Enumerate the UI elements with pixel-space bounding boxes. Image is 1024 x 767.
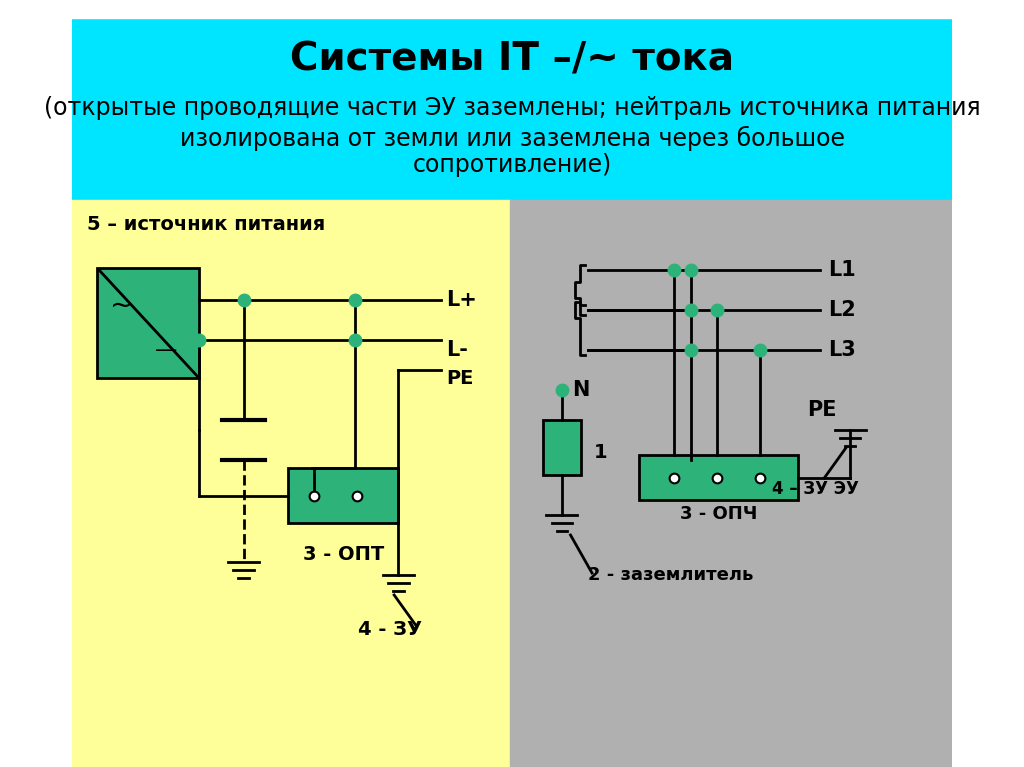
FancyBboxPatch shape (639, 455, 799, 500)
Text: (открытые проводящие части ЭУ заземлены; нейтраль источника питания: (открытые проводящие части ЭУ заземлены;… (44, 96, 980, 120)
Text: PE: PE (445, 368, 473, 387)
Text: L1: L1 (828, 260, 856, 280)
FancyBboxPatch shape (543, 420, 581, 475)
Text: L2: L2 (828, 300, 856, 320)
Text: L+: L+ (445, 290, 476, 310)
Text: сопротивление): сопротивление) (413, 153, 611, 177)
Bar (510, 200, 952, 767)
Text: L3: L3 (828, 340, 856, 360)
Bar (72, 0, 952, 18)
Text: 2 - заземлитель: 2 - заземлитель (588, 566, 753, 584)
Text: —: — (155, 340, 177, 360)
Text: 4 – ЗУ ЭУ: 4 – ЗУ ЭУ (772, 480, 859, 498)
Text: L-: L- (445, 340, 468, 360)
Text: 1: 1 (594, 443, 607, 462)
Text: N: N (572, 380, 590, 400)
Text: ~: ~ (110, 292, 133, 320)
Text: 4 - ЗУ: 4 - ЗУ (357, 620, 422, 639)
FancyBboxPatch shape (289, 468, 398, 523)
Bar (72, 0, 952, 200)
Text: PE: PE (807, 400, 837, 420)
FancyBboxPatch shape (97, 268, 199, 378)
Text: 3 - ОПТ: 3 - ОПТ (303, 545, 384, 564)
Text: Системы IT –/~ тока: Системы IT –/~ тока (290, 41, 734, 79)
Text: 3 - ОПЧ: 3 - ОПЧ (680, 505, 758, 523)
Bar (72, 200, 510, 767)
Text: 5 – источник питания: 5 – источник питания (87, 215, 326, 234)
Text: изолирована от земли или заземлена через большое: изолирована от земли или заземлена через… (179, 126, 845, 150)
